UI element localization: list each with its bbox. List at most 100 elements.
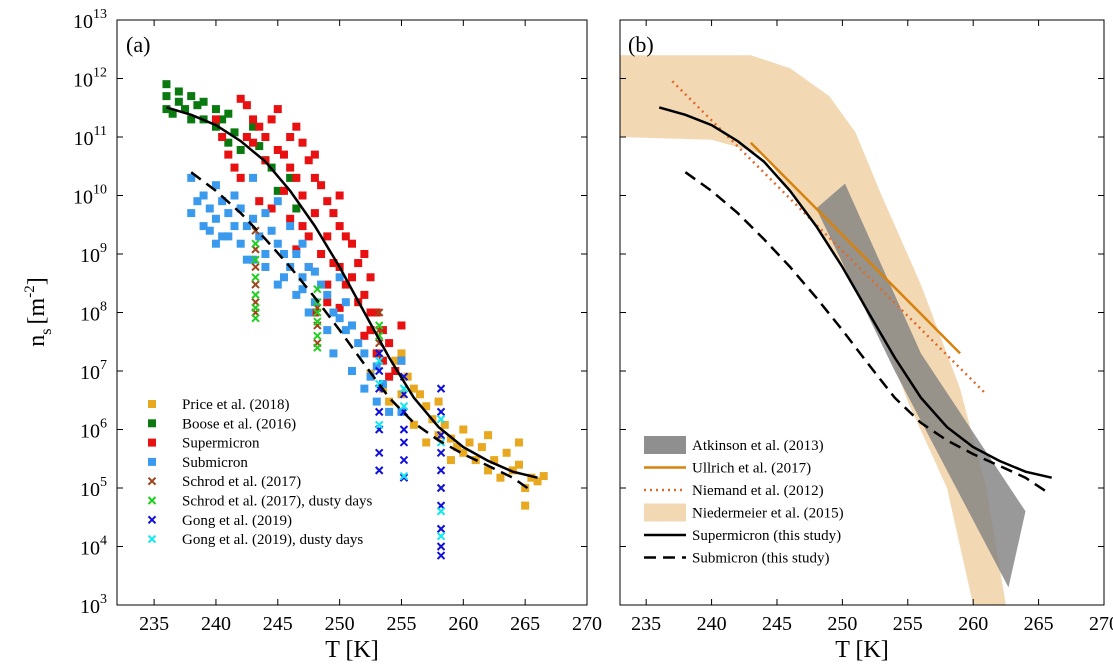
data-point [360, 290, 369, 299]
data-point [242, 101, 251, 110]
data-point [341, 298, 350, 307]
data-point [261, 209, 270, 218]
data-point [273, 280, 282, 289]
legend-marker [148, 419, 156, 428]
data-point [354, 259, 363, 268]
data-point [375, 321, 384, 330]
y-tick-label: 103 [80, 592, 107, 618]
data-point [267, 204, 276, 213]
data-point [366, 273, 375, 282]
data-point [261, 250, 270, 258]
data-point [249, 115, 258, 124]
data-point [255, 122, 264, 131]
ullrich-line [749, 141, 961, 355]
legend-swatch [644, 436, 686, 454]
data-point [242, 133, 251, 141]
data-point [224, 138, 233, 147]
data-point [310, 209, 319, 218]
y-tick-label: 1010 [73, 183, 107, 209]
data-point [378, 326, 387, 335]
data-point [236, 173, 245, 182]
data-point [292, 245, 301, 254]
data-point [230, 191, 239, 200]
data-point [375, 349, 384, 358]
data-point [261, 133, 270, 141]
data-point [436, 407, 446, 417]
data-point [360, 384, 369, 393]
data-point [348, 239, 356, 248]
data-point [273, 105, 282, 114]
data-point [193, 197, 202, 206]
data-point [286, 173, 295, 182]
data-point [187, 115, 196, 124]
data-point [218, 133, 227, 141]
data-point [490, 456, 499, 465]
data-point [341, 232, 350, 241]
legend-label: Ullrich et al. (2017) [692, 461, 811, 477]
data-point [422, 438, 431, 447]
data-point [378, 356, 387, 365]
data-point [205, 204, 214, 213]
data-point [391, 356, 400, 365]
data-point [329, 349, 338, 358]
legend-marker [148, 400, 156, 408]
data-point [436, 483, 446, 493]
data-point [249, 122, 258, 131]
data-point [313, 331, 322, 340]
data-point [348, 367, 356, 375]
data-point [187, 209, 196, 218]
data-point [279, 273, 288, 282]
data-point [496, 473, 505, 482]
data-point [187, 92, 196, 101]
data-point [298, 273, 307, 282]
data-point [273, 197, 282, 206]
data-point [323, 326, 332, 335]
data-point [236, 94, 245, 103]
data-point [310, 267, 319, 276]
data-point [403, 372, 412, 381]
data-point [329, 259, 338, 268]
data-point [341, 326, 350, 335]
legend-label: Niemand et al. (2012) [692, 483, 824, 499]
data-point [313, 343, 322, 352]
y-tick-label: 1011 [74, 124, 107, 150]
data-point [236, 239, 245, 248]
panel-a-chart: 235 240 245 250 255 260 265 270 103 104 105 106 107 1… [73, 7, 602, 663]
data-point [521, 484, 530, 492]
data-point [436, 524, 446, 534]
data-point [199, 97, 208, 106]
data-point [313, 317, 322, 326]
data-point [409, 384, 418, 393]
data-point [286, 163, 295, 172]
data-point [218, 232, 227, 241]
data-point [323, 197, 332, 206]
data-point [385, 339, 394, 348]
data-point [230, 163, 239, 172]
data-point [375, 407, 384, 417]
legend-swatch [644, 503, 686, 522]
data-point [436, 430, 446, 440]
data-point [249, 214, 258, 223]
data-point [261, 262, 270, 271]
data-point [211, 105, 220, 114]
data-point [539, 472, 548, 481]
x-tick-label: 265 [510, 613, 540, 635]
data-point [292, 173, 301, 182]
data-point [323, 298, 332, 307]
data-point [360, 250, 369, 258]
submicron-fit-line [684, 171, 1046, 492]
data-point [397, 390, 406, 399]
data-point [193, 101, 202, 110]
data-point [385, 407, 394, 416]
data-point [375, 366, 384, 376]
data-point [366, 326, 375, 335]
legend-label: Supermicron (this study) [692, 528, 841, 544]
data-point [391, 367, 400, 375]
data-point [310, 308, 319, 317]
x-tick-label: 265 [1024, 613, 1054, 635]
x-tick-label: 250 [325, 613, 355, 635]
data-point [174, 87, 183, 96]
data-point [251, 290, 260, 300]
panel-b-label: (b) [628, 32, 654, 57]
data-point [236, 145, 245, 154]
